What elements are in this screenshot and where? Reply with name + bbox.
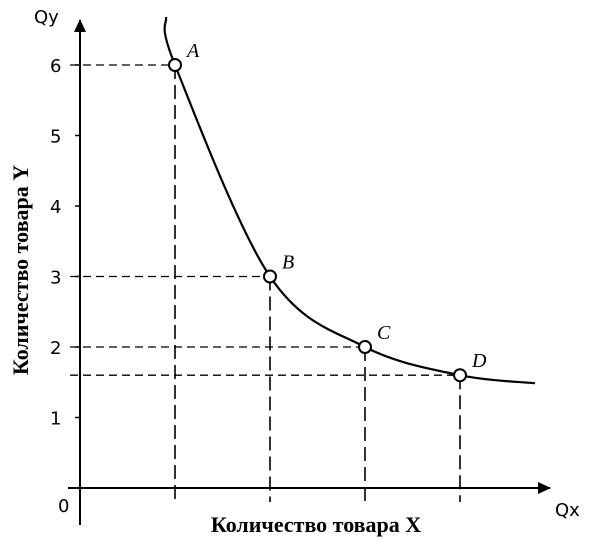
y-axis-title: Количество товара Y xyxy=(8,165,33,375)
point-marker-C xyxy=(358,340,372,354)
x-axis-name: Qx xyxy=(555,500,580,521)
indifference-curve xyxy=(163,16,536,385)
curve-point-labels: A B C D xyxy=(185,40,487,372)
point-label-D: D xyxy=(471,350,487,372)
point-marker-B xyxy=(263,269,277,284)
y-tick-label: 4 xyxy=(50,197,61,218)
dashed-guide-lines xyxy=(70,64,461,502)
point-label-C: C xyxy=(377,322,391,344)
origin-label: 0 xyxy=(58,496,69,517)
y-tick-label: 2 xyxy=(50,338,61,359)
point-label-A: A xyxy=(185,40,200,62)
y-axis-name: Qy xyxy=(34,7,59,28)
y-tick-label: 3 xyxy=(50,268,61,289)
point-marker-A xyxy=(168,58,182,72)
x-axis-title: Количество товара X xyxy=(211,512,421,537)
y-tick-labels: 1 2 3 4 5 6 xyxy=(50,56,80,430)
y-tick-label: 5 xyxy=(50,127,61,148)
point-marker-D xyxy=(453,368,467,383)
y-tick-label: 1 xyxy=(50,409,61,430)
point-label-B: B xyxy=(282,252,294,274)
curve-points xyxy=(168,58,467,383)
y-tick-label: 6 xyxy=(50,56,61,77)
